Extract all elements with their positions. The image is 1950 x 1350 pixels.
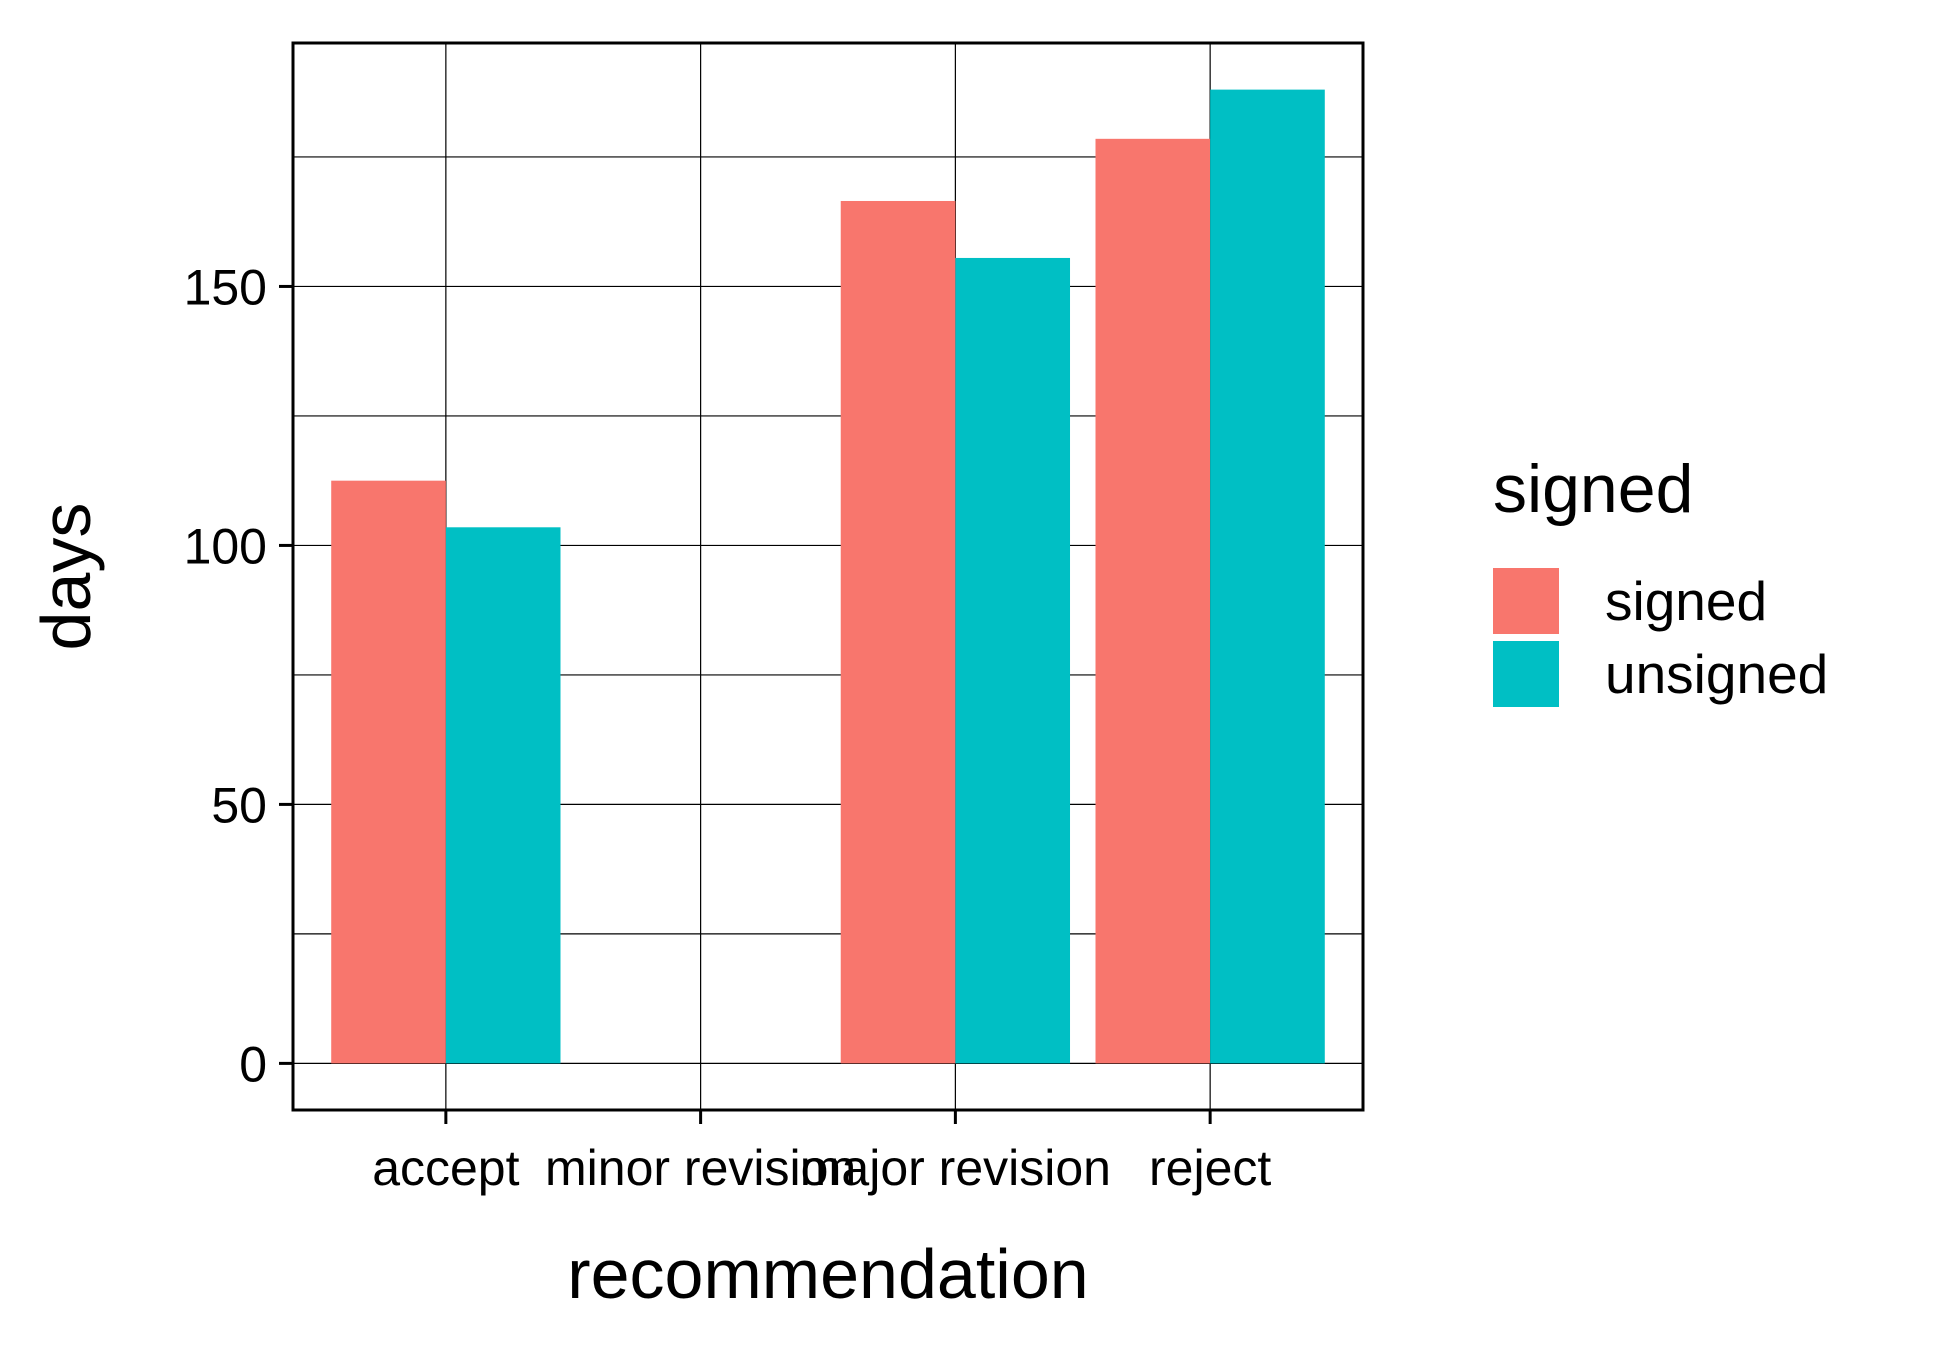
bar-unsigned-reject <box>1210 89 1325 1064</box>
y-tick-label: 0 <box>239 1036 267 1092</box>
y-axis: 0 50 100 150 <box>184 259 293 1092</box>
y-tick-label: 150 <box>184 259 267 315</box>
bar-unsigned-major-revision <box>955 257 1071 1064</box>
x-tick-label: accept <box>372 1140 519 1196</box>
y-tick-label: 50 <box>211 777 267 833</box>
x-axis-title: recommendation <box>567 1235 1088 1313</box>
legend-title: signed <box>1493 451 1693 527</box>
y-tick-label: 100 <box>184 518 267 574</box>
bar-signed-accept <box>331 480 446 1064</box>
x-tick-label: reject <box>1149 1140 1271 1196</box>
panel-border <box>291 41 1365 1112</box>
legend: signed signed unsigned <box>1493 451 1828 707</box>
bar-signed-reject <box>1095 138 1211 1064</box>
x-tick-label: major revision <box>800 1140 1111 1196</box>
legend-label-unsigned: unsigned <box>1605 643 1828 705</box>
x-tick-label: minor revision <box>545 1140 856 1196</box>
legend-key-unsigned <box>1493 641 1559 707</box>
bar-signed-major-revision <box>840 200 956 1064</box>
bars <box>331 89 1325 1064</box>
legend-key-signed <box>1493 568 1559 634</box>
bar-unsigned-accept <box>445 527 561 1064</box>
legend-label-signed: signed <box>1605 570 1767 632</box>
y-axis-title: days <box>27 503 105 651</box>
